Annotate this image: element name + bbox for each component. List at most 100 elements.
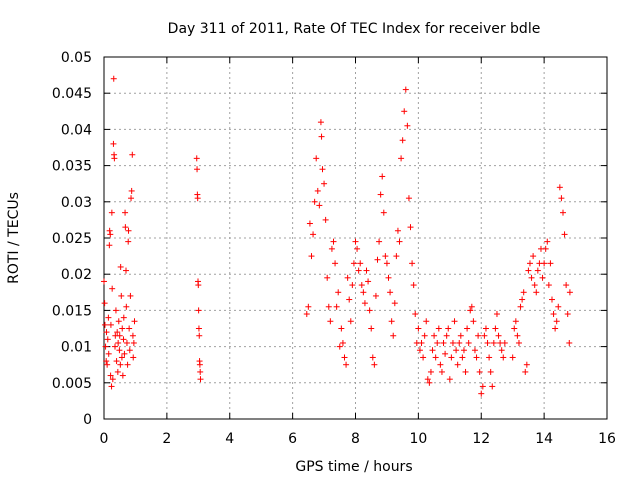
y-tick-labels: 0 0.005 0.01 0.015 0.02 0.025 0.03 0.035 0.04 0.0…	[52, 50, 92, 428]
data-point	[107, 231, 114, 238]
data-point	[374, 256, 381, 263]
data-point	[460, 347, 467, 354]
data-point	[104, 336, 111, 343]
data-point	[482, 325, 489, 332]
x-tick-label: 8	[351, 431, 360, 447]
y-tick-label: 0	[83, 412, 92, 428]
data-point	[467, 307, 474, 314]
data-point	[308, 253, 315, 260]
data-point	[130, 339, 137, 346]
data-point	[111, 155, 118, 162]
data-point	[415, 325, 422, 332]
data-point	[368, 325, 375, 332]
data-point	[383, 260, 390, 267]
data-point	[194, 166, 201, 173]
data-point	[531, 282, 538, 289]
data-point	[566, 289, 573, 296]
data-point	[388, 318, 395, 325]
y-tick-label: 0.015	[52, 303, 92, 319]
data-point	[196, 361, 203, 368]
data-point	[127, 292, 134, 299]
data-point	[553, 318, 560, 325]
x-tick-label: 4	[225, 431, 234, 447]
data-point	[103, 358, 110, 365]
data-point	[401, 108, 408, 115]
data-points	[101, 75, 573, 397]
data-point	[431, 332, 438, 339]
data-point	[420, 354, 427, 361]
data-point	[195, 282, 202, 289]
data-point	[547, 260, 554, 267]
data-point	[407, 224, 414, 231]
data-point	[429, 347, 436, 354]
y-tick-label: 0.02	[61, 267, 92, 283]
data-point	[129, 332, 136, 339]
data-point	[522, 368, 529, 375]
data-point	[343, 361, 350, 368]
data-point	[344, 274, 351, 281]
data-point	[361, 300, 368, 307]
data-point	[515, 339, 522, 346]
data-point	[327, 318, 334, 325]
data-point	[500, 354, 507, 361]
data-point	[107, 372, 114, 379]
data-point	[511, 325, 518, 332]
data-point	[350, 260, 357, 267]
y-tick-label: 0.005	[52, 376, 92, 392]
data-point	[492, 325, 499, 332]
data-point	[102, 343, 109, 350]
data-point	[542, 245, 549, 252]
data-point	[197, 376, 204, 383]
data-point	[126, 325, 133, 332]
data-point	[398, 155, 405, 162]
data-point	[526, 260, 533, 267]
data-point	[489, 383, 496, 390]
data-point	[314, 187, 321, 194]
data-point	[128, 187, 135, 194]
data-point	[195, 325, 202, 332]
data-point	[457, 332, 464, 339]
data-point	[465, 339, 472, 346]
x-axis-label: GPS time / hours	[295, 459, 412, 475]
data-point	[564, 311, 571, 318]
data-point	[103, 329, 110, 336]
data-point	[114, 368, 121, 375]
y-tick-label: 0.025	[52, 231, 92, 247]
data-point	[106, 227, 113, 234]
data-point	[449, 339, 456, 346]
data-point	[358, 282, 365, 289]
data-point	[119, 372, 126, 379]
data-point	[520, 289, 527, 296]
data-point	[109, 285, 116, 292]
data-point	[366, 307, 373, 314]
y-tick-label: 0.03	[61, 195, 92, 211]
data-point	[559, 209, 566, 216]
data-point	[440, 339, 447, 346]
data-point	[108, 209, 115, 216]
x-tick-labels: 0 2 4 6 8 10 12 14 16	[100, 431, 616, 447]
data-point	[349, 282, 356, 289]
data-point	[509, 354, 516, 361]
data-point	[523, 361, 530, 368]
data-point	[332, 260, 339, 267]
data-point	[372, 292, 379, 299]
data-point	[196, 332, 203, 339]
data-point	[519, 296, 526, 303]
data-point	[486, 354, 493, 361]
data-point	[122, 224, 129, 231]
data-point	[427, 368, 434, 375]
data-point	[336, 343, 343, 350]
data-point	[555, 303, 562, 310]
data-point	[390, 332, 397, 339]
data-point	[451, 318, 458, 325]
data-point	[124, 361, 131, 368]
data-point	[394, 227, 401, 234]
data-point	[306, 220, 313, 227]
data-point	[534, 267, 541, 274]
data-point	[379, 173, 386, 180]
data-point	[115, 318, 122, 325]
data-point	[365, 278, 372, 285]
data-point	[487, 368, 494, 375]
data-point	[117, 361, 124, 368]
data-point	[335, 289, 342, 296]
